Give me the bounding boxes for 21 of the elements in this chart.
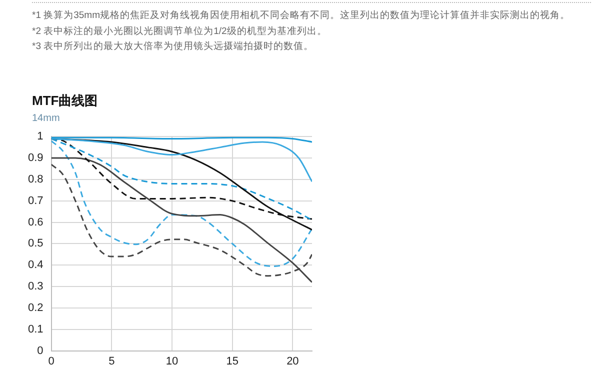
text: *1 换算为35mm规格的焦距及对角线视角因使用相机不同会略有不同。这里列出的数值为理论计算值并非实际测出的视角。 <box>32 9 570 23</box>
y-tick-label: 0.5 <box>28 238 44 250</box>
x-tick-label: 15 <box>226 355 238 368</box>
x-tick-label: 0 <box>48 355 54 368</box>
y-tick-label: 0.4 <box>28 259 44 272</box>
y-tick-label: 1 <box>37 130 44 143</box>
y-tick-label: 0.1 <box>28 323 44 336</box>
y-tick-label: 0.3 <box>28 280 44 293</box>
chart-subtitle: 14mm <box>32 113 60 124</box>
y-tick-label: 0.7 <box>28 194 44 207</box>
x-tick-label: 5 <box>108 355 115 368</box>
text: *2 表中标注的最小光圈以光圈调节单位为1/2级的机型为基准列出。 <box>32 24 328 38</box>
y-tick-label: 0.9 <box>28 152 44 164</box>
x-tick-label: 10 <box>166 355 178 368</box>
x-tick-label: 20 <box>286 355 299 368</box>
text: *3 表中所列出的最大放大倍率为使用镜头远摄端拍摄时的数值。 <box>32 40 315 54</box>
y-tick-label: 0.8 <box>28 173 44 186</box>
y-tick-label: 0.6 <box>28 216 44 228</box>
chart-title: MTF曲线图 <box>32 92 98 110</box>
y-tick-label: 0 <box>37 344 44 357</box>
y-tick-label: 0.2 <box>28 302 44 314</box>
